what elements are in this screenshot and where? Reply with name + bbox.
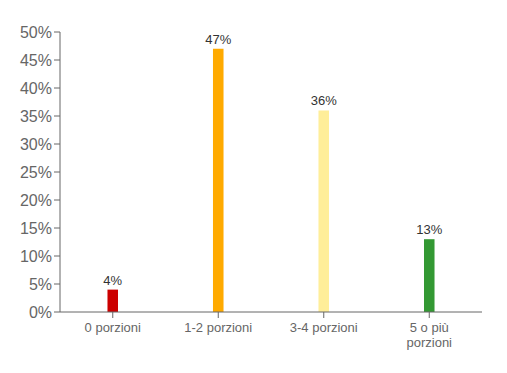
svg-text:0%: 0% [29, 304, 52, 321]
svg-text:3-4 porzioni: 3-4 porzioni [290, 320, 358, 335]
svg-text:1-2 porzioni: 1-2 porzioni [184, 320, 252, 335]
svg-text:36%: 36% [311, 93, 337, 108]
svg-text:25%: 25% [20, 164, 52, 181]
svg-text:10%: 10% [20, 248, 52, 265]
svg-text:50%: 50% [20, 24, 52, 41]
svg-text:5 o piùporzioni: 5 o piùporzioni [406, 320, 452, 350]
svg-text:45%: 45% [20, 52, 52, 69]
svg-text:15%: 15% [20, 220, 52, 237]
svg-text:35%: 35% [20, 108, 52, 125]
svg-text:40%: 40% [20, 80, 52, 97]
svg-text:20%: 20% [20, 192, 52, 209]
svg-text:13%: 13% [416, 222, 442, 237]
svg-text:30%: 30% [20, 136, 52, 153]
svg-text:5%: 5% [29, 276, 52, 293]
svg-text:0 porzioni: 0 porzioni [85, 320, 141, 335]
svg-text:47%: 47% [205, 32, 231, 47]
svg-text:4%: 4% [103, 273, 122, 288]
